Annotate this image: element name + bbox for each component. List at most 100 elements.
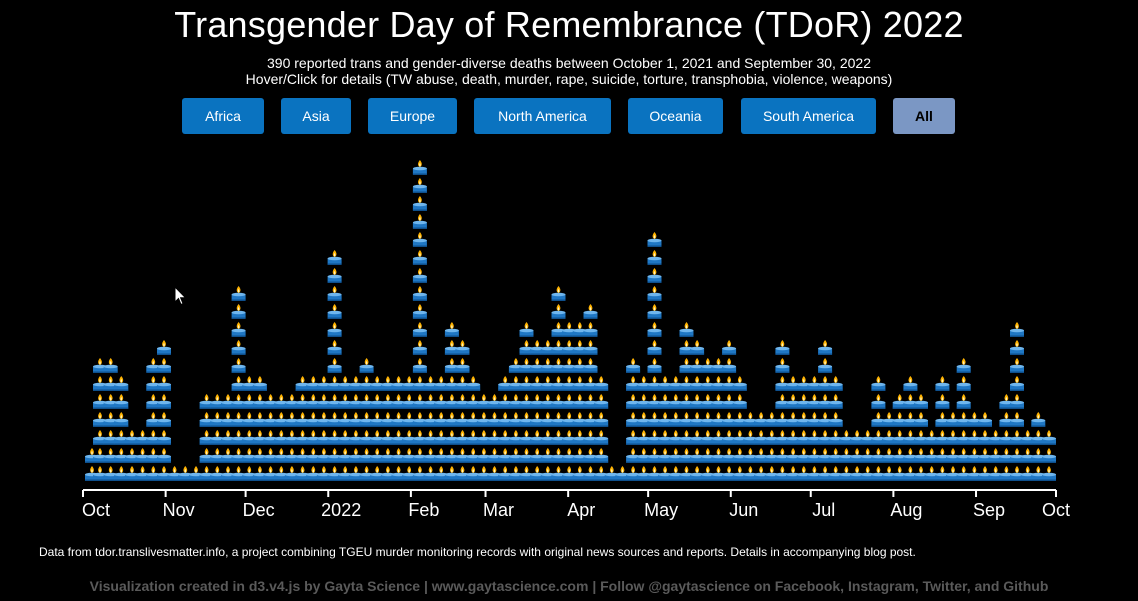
candle-mark[interactable] xyxy=(647,286,662,301)
candle-mark[interactable] xyxy=(1010,394,1024,409)
candle-mark[interactable] xyxy=(583,322,598,337)
candle-mark[interactable] xyxy=(828,376,843,391)
candle-mark[interactable] xyxy=(647,232,662,247)
candle-mark[interactable] xyxy=(1010,322,1024,337)
candle-mark[interactable] xyxy=(157,358,171,373)
candle-mark[interactable] xyxy=(327,286,342,301)
candle-mark[interactable] xyxy=(327,340,342,355)
filter-button-africa[interactable]: Africa xyxy=(182,98,264,134)
candle-mark[interactable] xyxy=(775,358,790,373)
candle-mark[interactable] xyxy=(1010,340,1024,355)
candle-mark[interactable] xyxy=(519,322,534,337)
candle-mark[interactable] xyxy=(157,376,171,391)
candle-mark[interactable] xyxy=(732,394,747,409)
candle-mark[interactable] xyxy=(583,304,598,319)
candle-mark[interactable] xyxy=(444,322,459,337)
candle-mark[interactable] xyxy=(722,340,737,355)
filter-button-south-america[interactable]: South America xyxy=(741,98,876,134)
candle-mark[interactable] xyxy=(583,340,598,355)
candle-mark[interactable] xyxy=(412,268,427,283)
candle-mark[interactable] xyxy=(114,412,129,427)
candle-mark[interactable] xyxy=(412,160,427,175)
candle-mark[interactable] xyxy=(871,376,886,391)
candle-mark[interactable] xyxy=(1010,358,1024,373)
credit-line[interactable]: Visualization created in d3.v4.js by Gay… xyxy=(89,578,1049,594)
candle-mark[interactable] xyxy=(594,430,609,445)
candle-mark[interactable] xyxy=(412,178,427,193)
candle-mark[interactable] xyxy=(412,304,427,319)
candle-mark[interactable] xyxy=(914,412,928,427)
candle-mark[interactable] xyxy=(818,340,833,355)
candle-mark[interactable] xyxy=(412,232,427,247)
candle-mark[interactable] xyxy=(1042,430,1056,445)
candle-mark[interactable] xyxy=(103,358,118,373)
candle-mark[interactable] xyxy=(327,250,342,265)
candle-mark[interactable] xyxy=(935,376,950,391)
candle-mark[interactable] xyxy=(594,394,609,409)
candle-mark[interactable] xyxy=(903,376,918,391)
candle-mark[interactable] xyxy=(231,340,246,355)
candle-mark[interactable] xyxy=(551,304,566,319)
candle-mark[interactable] xyxy=(327,268,342,283)
candle-mark[interactable] xyxy=(455,340,470,355)
candle-mark[interactable] xyxy=(231,304,246,319)
candle-mark[interactable] xyxy=(690,340,705,355)
candle-mark[interactable] xyxy=(252,376,267,391)
filter-button-north-america[interactable]: North America xyxy=(474,98,611,134)
candle-mark[interactable] xyxy=(327,322,342,337)
candle-mark[interactable] xyxy=(647,268,662,283)
candle-mark[interactable] xyxy=(732,376,747,391)
candle-mark[interactable] xyxy=(466,376,481,391)
candle-mark[interactable] xyxy=(231,358,246,373)
candle-mark[interactable] xyxy=(157,412,171,427)
candle-mark[interactable] xyxy=(114,376,129,391)
candle-mark[interactable] xyxy=(1031,412,1046,427)
candle-mark[interactable] xyxy=(412,340,427,355)
candle-mark[interactable] xyxy=(647,322,662,337)
candle-mark[interactable] xyxy=(1042,466,1056,481)
candle-mark[interactable] xyxy=(412,196,427,211)
filter-button-asia[interactable]: Asia xyxy=(281,98,351,134)
candle-mark[interactable] xyxy=(359,358,374,373)
candle-mark[interactable] xyxy=(1042,448,1056,463)
candle-mark[interactable] xyxy=(914,394,928,409)
candle-mark[interactable] xyxy=(775,340,790,355)
candle-mark[interactable] xyxy=(157,394,171,409)
filter-button-oceania[interactable]: Oceania xyxy=(628,98,723,134)
candle-mark[interactable] xyxy=(157,448,171,463)
candle-mark[interactable] xyxy=(327,304,342,319)
candle-mark[interactable] xyxy=(114,394,129,409)
candle-mark[interactable] xyxy=(647,358,662,373)
candle-mark[interactable] xyxy=(412,214,427,229)
candle-mark[interactable] xyxy=(1010,412,1024,427)
candle-mark[interactable] xyxy=(626,358,641,373)
candle-mark[interactable] xyxy=(412,322,427,337)
candle-mark[interactable] xyxy=(455,358,470,373)
candle-mark[interactable] xyxy=(956,376,971,391)
candle-mark[interactable] xyxy=(231,286,246,301)
candle-mark[interactable] xyxy=(231,322,246,337)
candle-mark[interactable] xyxy=(412,358,427,373)
candle-mark[interactable] xyxy=(647,250,662,265)
candle-mark[interactable] xyxy=(828,412,843,427)
candle-mark[interactable] xyxy=(935,394,950,409)
candle-mark[interactable] xyxy=(1010,376,1024,391)
candle-mark[interactable] xyxy=(722,358,737,373)
filter-button-europe[interactable]: Europe xyxy=(368,98,457,134)
candle-mark[interactable] xyxy=(327,358,342,373)
candle-mark[interactable] xyxy=(551,286,566,301)
candle-mark[interactable] xyxy=(871,394,886,409)
candle-mark[interactable] xyxy=(818,358,833,373)
candle-mark[interactable] xyxy=(956,358,971,373)
candle-mark[interactable] xyxy=(594,448,609,463)
candle-mark[interactable] xyxy=(647,304,662,319)
candle-mark[interactable] xyxy=(647,340,662,355)
candle-mark[interactable] xyxy=(594,376,609,391)
candle-mark[interactable] xyxy=(956,394,971,409)
candle-mark[interactable] xyxy=(594,412,609,427)
candle-mark[interactable] xyxy=(679,322,694,337)
candle-mark[interactable] xyxy=(583,358,598,373)
filter-button-all[interactable]: All xyxy=(893,98,955,134)
candle-mark[interactable] xyxy=(157,340,171,355)
candle-mark[interactable] xyxy=(412,250,427,265)
